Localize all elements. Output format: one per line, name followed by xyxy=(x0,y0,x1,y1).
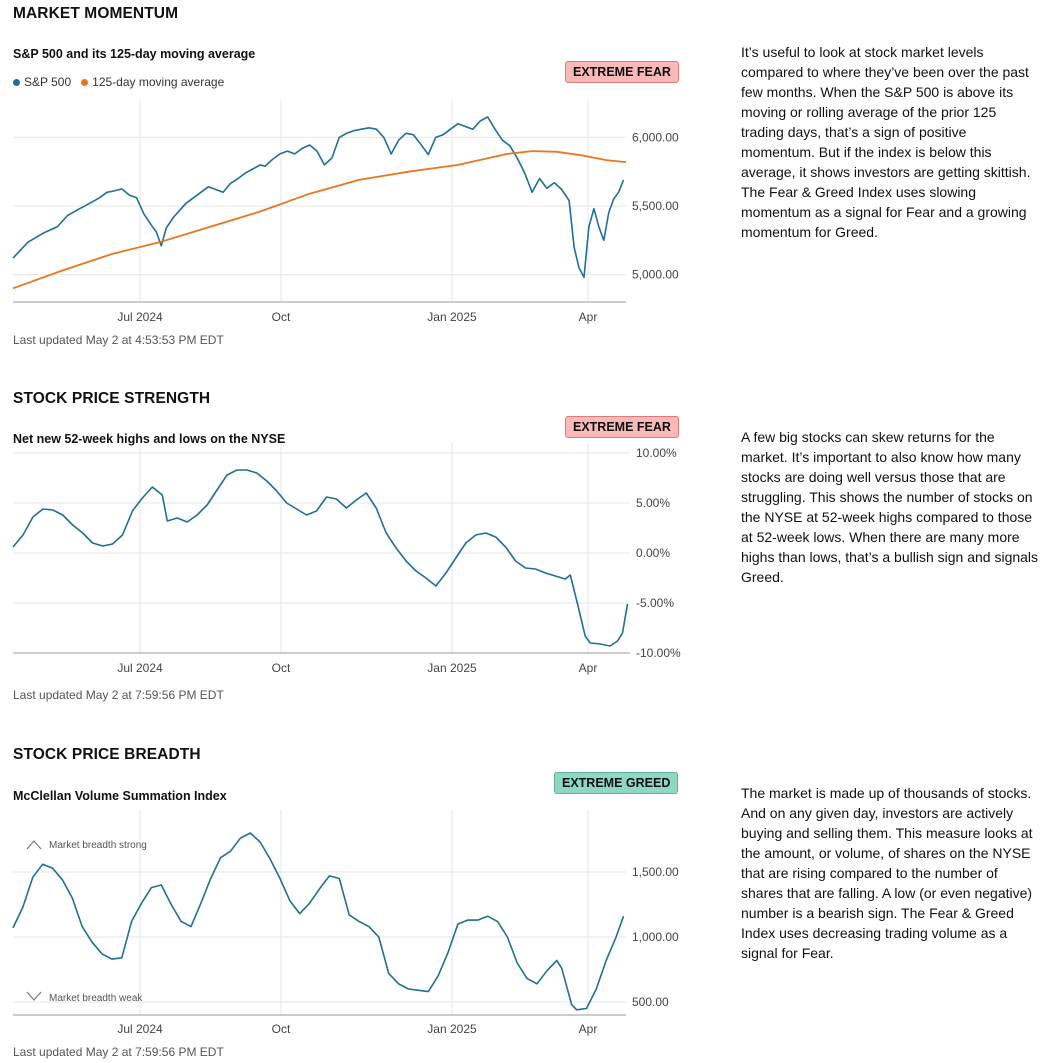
x-tick-label: Oct xyxy=(272,1022,291,1036)
strength-chart[interactable]: Jul 2024 Oct Jan 2025 Apr 10.00% 5.00% 0.00% -5… xyxy=(0,443,700,675)
chart-title: McClellan Volume Summation Index xyxy=(13,789,227,803)
series-line xyxy=(12,116,625,279)
section-description: It’s useful to look at stock market leve… xyxy=(741,44,1031,240)
legend-label: S&P 500 xyxy=(24,75,72,89)
chevron-down-icon xyxy=(26,991,42,1001)
series-line xyxy=(12,832,625,1011)
y-tick-label: -10.00% xyxy=(636,646,681,660)
y-tick-label: 0.00% xyxy=(636,546,670,560)
y-tick-label: 1,500.00 xyxy=(632,865,679,879)
chart-legend: S&P 500 125-day moving average xyxy=(13,75,224,89)
y-tick-label: 500.00 xyxy=(632,995,669,1009)
series-line xyxy=(12,150,627,290)
section-title: STOCK PRICE STRENGTH xyxy=(13,390,211,407)
legend-item-moving-average[interactable]: 125-day moving average xyxy=(81,75,224,89)
section-market-momentum: MARKET MOMENTUM S&P 500 and its 125-day … xyxy=(0,0,1051,360)
breadth-chart[interactable]: Jul 2024 Oct Jan 2025 Apr 1,500.00 1,000.00 50… xyxy=(0,805,700,1036)
x-tick-label: Jul 2024 xyxy=(117,1022,163,1036)
x-tick-label: Apr xyxy=(579,661,598,675)
x-tick-label: Apr xyxy=(579,310,598,324)
section-stock-price-strength: STOCK PRICE STRENGTH Net new 52-week hig… xyxy=(0,360,1051,715)
y-tick-label: 6,000.00 xyxy=(632,130,679,144)
section-description: A few big stocks can skew returns for th… xyxy=(741,429,1039,585)
status-badge: EXTREME FEAR xyxy=(565,416,679,438)
x-tick-label: Jan 2025 xyxy=(427,1022,477,1036)
x-tick-label: Oct xyxy=(272,310,291,324)
legend-label: 125-day moving average xyxy=(92,75,225,89)
x-tick-label: Jan 2025 xyxy=(427,661,477,675)
section-description: The market is made up of thousands of st… xyxy=(741,785,1033,961)
y-tick-label: 5,000.00 xyxy=(632,268,679,282)
annotation-weak: Market breadth weak xyxy=(49,993,143,1004)
x-tick-label: Apr xyxy=(579,1022,598,1036)
last-updated: Last updated May 2 at 7:59:56 PM EDT xyxy=(13,1045,224,1059)
y-tick-label: 5,500.00 xyxy=(632,199,679,213)
y-tick-label: -5.00% xyxy=(636,596,674,610)
last-updated: Last updated May 2 at 7:59:56 PM EDT xyxy=(13,688,224,702)
chart-title: Net new 52-week highs and lows on the NY… xyxy=(13,432,286,446)
y-tick-label: 10.00% xyxy=(636,446,677,460)
section-title: MARKET MOMENTUM xyxy=(13,5,179,22)
status-badge: EXTREME GREED xyxy=(554,772,679,794)
legend-dot-icon xyxy=(81,78,89,86)
chart-title: S&P 500 and its 125-day moving average xyxy=(13,47,256,61)
last-updated: Last updated May 2 at 4:53:53 PM EDT xyxy=(13,333,224,347)
legend-dot-icon xyxy=(13,78,20,86)
x-tick-label: Jul 2024 xyxy=(117,310,163,324)
x-tick-label: Jul 2024 xyxy=(117,661,163,675)
momentum-chart[interactable]: Jul 2024 Oct Jan 2025 Apr 6,000.00 5,500.00 5,… xyxy=(0,90,700,330)
annotation-strong: Market breadth strong xyxy=(49,840,147,851)
y-tick-label: 5.00% xyxy=(636,496,670,510)
x-tick-label: Oct xyxy=(272,661,291,675)
status-badge: EXTREME FEAR xyxy=(565,61,679,83)
series-line xyxy=(12,469,629,647)
chevron-up-icon xyxy=(26,840,42,850)
x-tick-label: Jan 2025 xyxy=(427,310,477,324)
section-title: STOCK PRICE BREADTH xyxy=(13,746,201,763)
y-tick-label: 1,000.00 xyxy=(632,930,679,944)
section-stock-price-breadth: STOCK PRICE BREADTH McClellan Volume Sum… xyxy=(0,715,1051,1063)
legend-item-sp500[interactable]: S&P 500 xyxy=(13,75,71,89)
